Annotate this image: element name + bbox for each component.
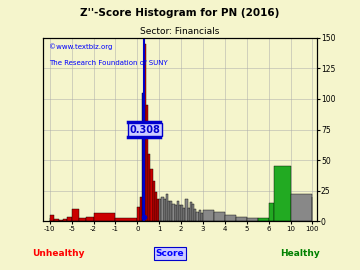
- Bar: [140, 197, 142, 221]
- Bar: [170, 201, 172, 221]
- Bar: [163, 199, 166, 221]
- Bar: [153, 181, 155, 221]
- Bar: [137, 207, 140, 221]
- Bar: [225, 215, 236, 221]
- Bar: [50, 215, 54, 221]
- Bar: [94, 213, 116, 221]
- Text: Unhealthy: Unhealthy: [32, 249, 85, 258]
- Bar: [183, 208, 185, 221]
- Bar: [146, 105, 148, 221]
- Bar: [177, 201, 179, 221]
- Bar: [190, 202, 192, 221]
- Bar: [199, 210, 201, 221]
- Text: Z''-Score Histogram for PN (2016): Z''-Score Histogram for PN (2016): [80, 8, 280, 18]
- Bar: [179, 205, 181, 221]
- Text: Healthy: Healthy: [280, 249, 320, 258]
- Bar: [159, 199, 161, 221]
- Bar: [155, 192, 157, 221]
- Bar: [148, 154, 150, 221]
- Bar: [157, 199, 159, 221]
- Bar: [79, 218, 86, 221]
- Bar: [116, 218, 137, 221]
- Bar: [201, 213, 203, 221]
- Bar: [197, 212, 199, 221]
- Bar: [67, 217, 72, 221]
- Bar: [168, 201, 170, 221]
- Bar: [194, 209, 197, 221]
- Bar: [192, 204, 194, 221]
- Bar: [166, 194, 168, 221]
- Text: Sector: Financials: Sector: Financials: [140, 27, 220, 36]
- Bar: [291, 194, 312, 221]
- Bar: [181, 205, 183, 221]
- Bar: [72, 209, 79, 221]
- Text: The Research Foundation of SUNY: The Research Foundation of SUNY: [49, 60, 167, 66]
- Bar: [150, 169, 153, 221]
- Text: 0.308: 0.308: [130, 124, 161, 135]
- Bar: [214, 212, 225, 221]
- Bar: [54, 219, 59, 221]
- Bar: [185, 199, 188, 221]
- Text: ©www.textbiz.org: ©www.textbiz.org: [49, 43, 112, 50]
- Bar: [142, 93, 144, 221]
- Bar: [86, 217, 94, 221]
- Bar: [258, 218, 269, 221]
- Bar: [144, 44, 146, 221]
- Bar: [274, 166, 291, 221]
- Text: Score: Score: [156, 249, 184, 258]
- Bar: [63, 219, 67, 221]
- Bar: [188, 208, 190, 221]
- Bar: [172, 204, 175, 221]
- Bar: [247, 218, 258, 221]
- Bar: [59, 220, 63, 221]
- Bar: [236, 217, 247, 221]
- Bar: [161, 197, 163, 221]
- Bar: [203, 210, 214, 221]
- Bar: [269, 203, 274, 221]
- Bar: [175, 205, 177, 221]
